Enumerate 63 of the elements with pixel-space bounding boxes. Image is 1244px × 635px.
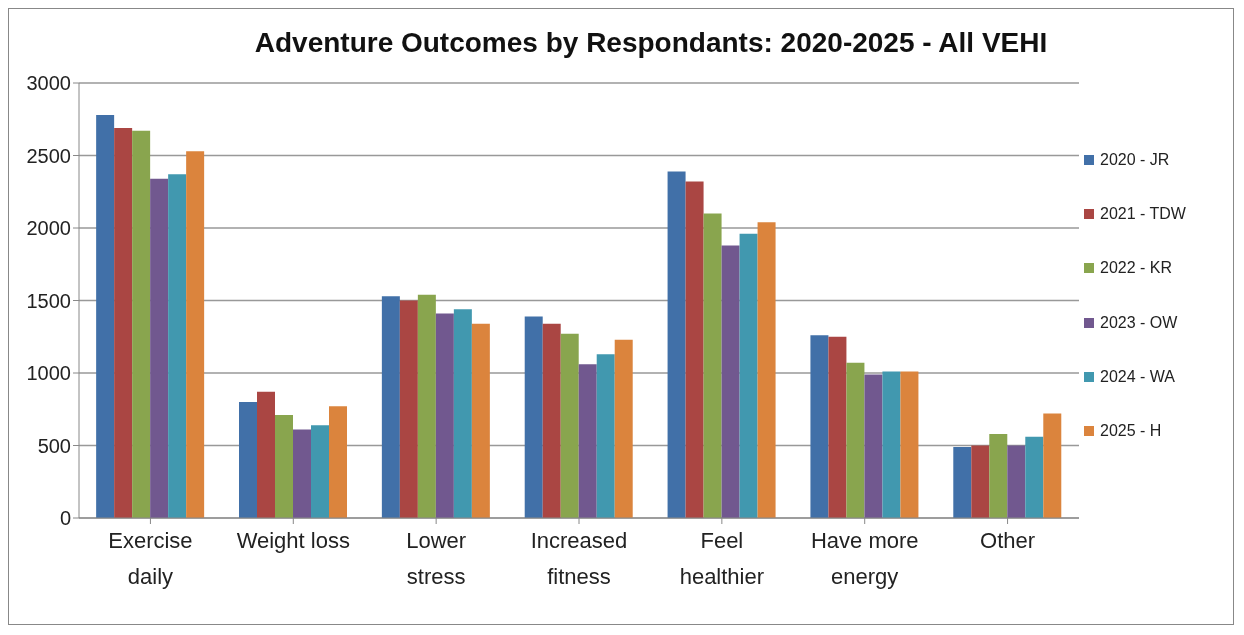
y-tick-label: 500 (37, 434, 71, 457)
bar (524, 316, 543, 518)
legend-label: 2021 - TDW (1100, 205, 1186, 224)
bar (114, 127, 133, 518)
bar (989, 433, 1008, 518)
bar (739, 233, 758, 518)
bar (864, 374, 883, 518)
bar (435, 313, 454, 518)
legend-label: 2023 - OW (1100, 313, 1178, 332)
bar (667, 171, 686, 518)
bar (132, 130, 151, 518)
bar (685, 181, 704, 518)
bar (703, 213, 722, 518)
bar (381, 296, 400, 518)
bar (846, 362, 865, 518)
y-tick-label: 2500 (26, 144, 71, 167)
bar (1007, 445, 1026, 518)
y-tick-label: 2000 (26, 217, 71, 240)
bar (828, 336, 847, 518)
bar (721, 245, 740, 518)
legend-label: 2022 - KR (1100, 259, 1173, 278)
bar (186, 151, 205, 518)
bar (96, 114, 115, 518)
bar (757, 222, 776, 518)
bar (1043, 413, 1062, 518)
x-tick-label: Feel healthier (679, 528, 765, 589)
bar (882, 371, 901, 518)
y-tick-label: 3000 (26, 72, 71, 95)
y-tick-label: 1000 (26, 362, 71, 385)
legend-label: 2024 - WA (1100, 367, 1175, 386)
bar (150, 178, 169, 518)
bar (542, 323, 561, 518)
bar (399, 300, 418, 518)
bar (471, 323, 490, 518)
bar (614, 339, 633, 518)
legend-label: 2020 - JR (1100, 151, 1170, 170)
bar (417, 294, 436, 518)
bar (900, 371, 919, 518)
x-tick-label: Exercise daily (108, 528, 193, 589)
chart-title: Adventure Outcomes by Respondants: 2020-2025 - All VEHI (253, 26, 1049, 60)
bar (257, 391, 275, 518)
x-tick-label: Other (980, 528, 1036, 553)
bar (275, 415, 293, 518)
bar (1025, 436, 1044, 518)
bar (293, 429, 311, 518)
x-tick-label: Lower stress (406, 528, 467, 589)
bar (578, 364, 597, 518)
bar (453, 309, 472, 518)
bar (596, 354, 615, 518)
x-tick-label: Weight loss (236, 528, 350, 553)
bar (953, 446, 972, 518)
bar (311, 425, 329, 518)
legend-label: 2025 - H (1100, 421, 1162, 440)
y-tick-label: 0 (59, 507, 71, 530)
bar (239, 402, 257, 518)
x-tick-label: Increased fitness (530, 528, 628, 589)
bar (810, 335, 829, 518)
bar (971, 445, 990, 518)
bar (560, 333, 579, 518)
x-tick-label: Have more energy (810, 528, 919, 589)
bar (168, 174, 187, 518)
bar (329, 406, 347, 518)
y-tick-label: 1500 (26, 289, 71, 312)
